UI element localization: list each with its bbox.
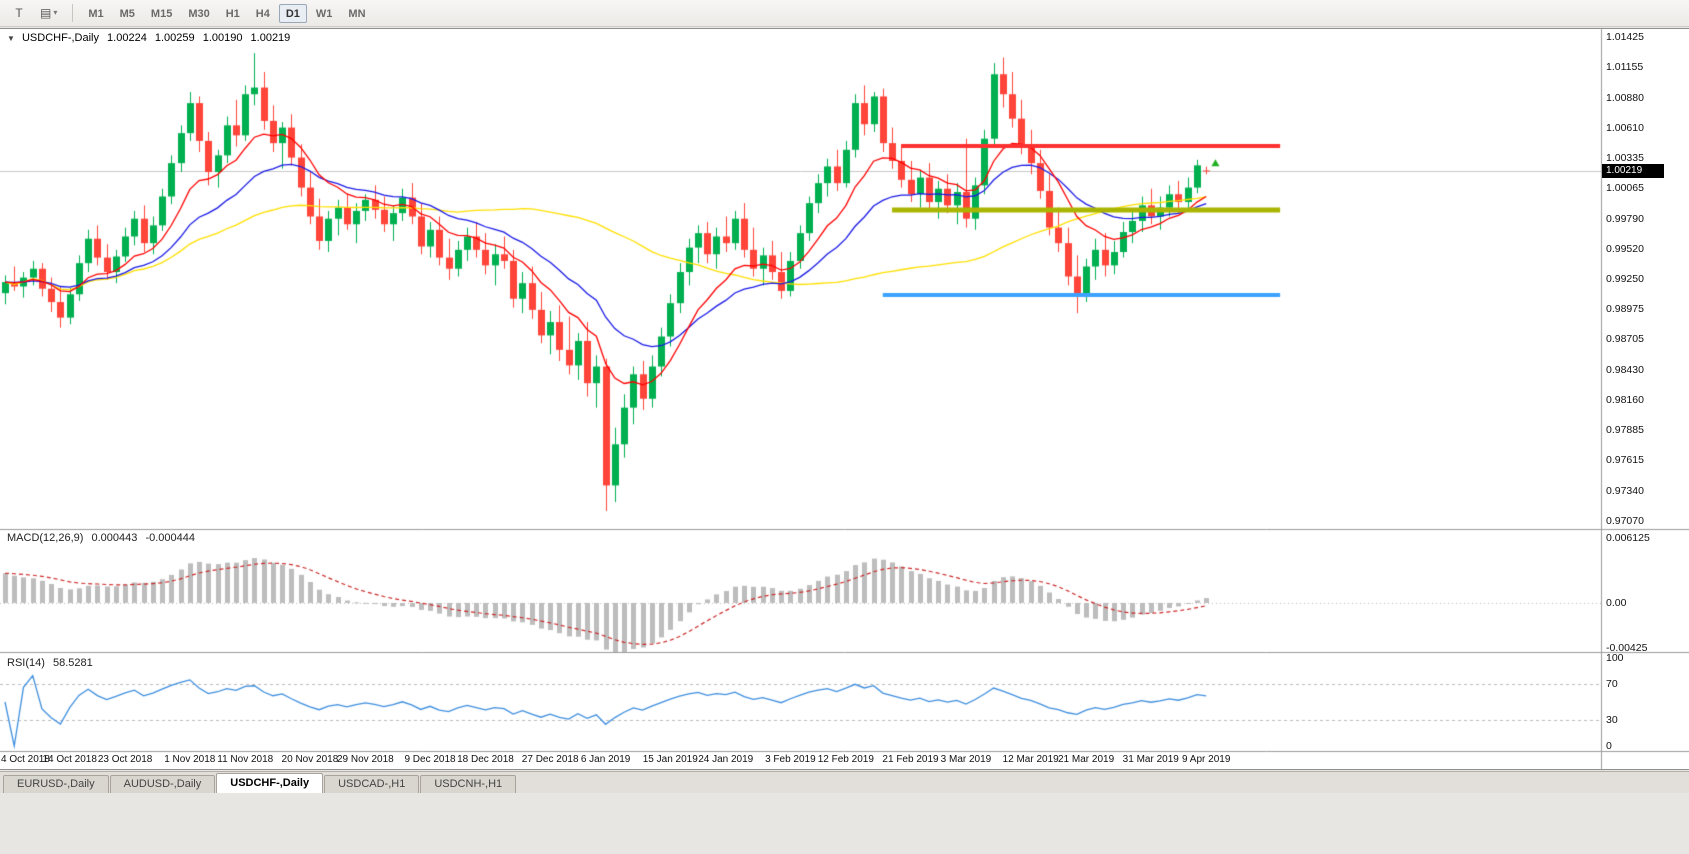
high-value: 1.00259 <box>154 32 195 44</box>
tab-usdchf-daily[interactable]: USDCHF-,Daily <box>216 773 324 793</box>
tab-usdcnh-h1[interactable]: USDCNH-,H1 <box>420 775 517 793</box>
toolbar-separator <box>72 4 74 22</box>
open-value: 1.00224 <box>107 32 147 44</box>
chart-tab-bar: EURUSD-,Daily AUDUSD-,Daily USDCHF-,Dail… <box>0 771 1689 793</box>
timeframe-button-m5[interactable]: M5 <box>113 4 142 23</box>
candlestick-chart-canvas[interactable] <box>0 0 1689 772</box>
tab-usdcad-h1[interactable]: USDCAD-,H1 <box>324 775 420 793</box>
timeframe-button-m15[interactable]: M15 <box>144 4 179 23</box>
macd-name: MACD(12,26,9) <box>7 532 84 544</box>
timeframe-button-m30[interactable]: M30 <box>181 4 216 23</box>
rsi-indicator-label: RSI(14) 58.5281 <box>7 657 98 669</box>
symbol-period-label: USDCHF-,Daily <box>21 32 99 44</box>
templates-icon: ▤ <box>40 6 52 20</box>
collapse-icon[interactable]: ▼ <box>7 34 15 43</box>
macd-indicator-label: MACD(12,26,9) 0.000443 -0.000444 <box>7 532 200 544</box>
chart-tool-button[interactable]: T <box>7 3 31 23</box>
chart-header: ▼ USDCHF-,Daily 1.00224 1.00259 1.00190 … <box>7 32 295 44</box>
chevron-down-icon: ▾ <box>53 8 58 17</box>
rsi-value: 58.5281 <box>52 657 93 669</box>
close-value: 1.00219 <box>250 32 291 44</box>
timeframe-button-mn[interactable]: MN <box>341 4 372 23</box>
low-value: 1.00190 <box>202 32 243 44</box>
timeframe-button-m1[interactable]: M1 <box>81 4 110 23</box>
timeframe-button-w1[interactable]: W1 <box>309 4 340 23</box>
top-toolbar: T ▤ ▾ M1 M5 M15 M30 H1 H4 D1 W1 MN <box>0 0 1689 27</box>
timeframe-button-h4[interactable]: H4 <box>249 4 277 23</box>
tab-eurusd-daily[interactable]: EURUSD-,Daily <box>3 775 109 793</box>
chart-tool-icon: T <box>15 6 23 20</box>
macd-main-value: 0.000443 <box>91 532 138 544</box>
current-price-badge: 1.00219 <box>1602 164 1664 178</box>
timeframe-button-h1[interactable]: H1 <box>219 4 247 23</box>
templates-dropdown-button[interactable]: ▤ ▾ <box>33 3 64 23</box>
rsi-name: RSI(14) <box>7 657 45 669</box>
macd-signal-value: -0.000444 <box>145 532 195 544</box>
timeframe-button-d1[interactable]: D1 <box>278 3 307 23</box>
tab-audusd-daily[interactable]: AUDUSD-,Daily <box>109 775 216 793</box>
